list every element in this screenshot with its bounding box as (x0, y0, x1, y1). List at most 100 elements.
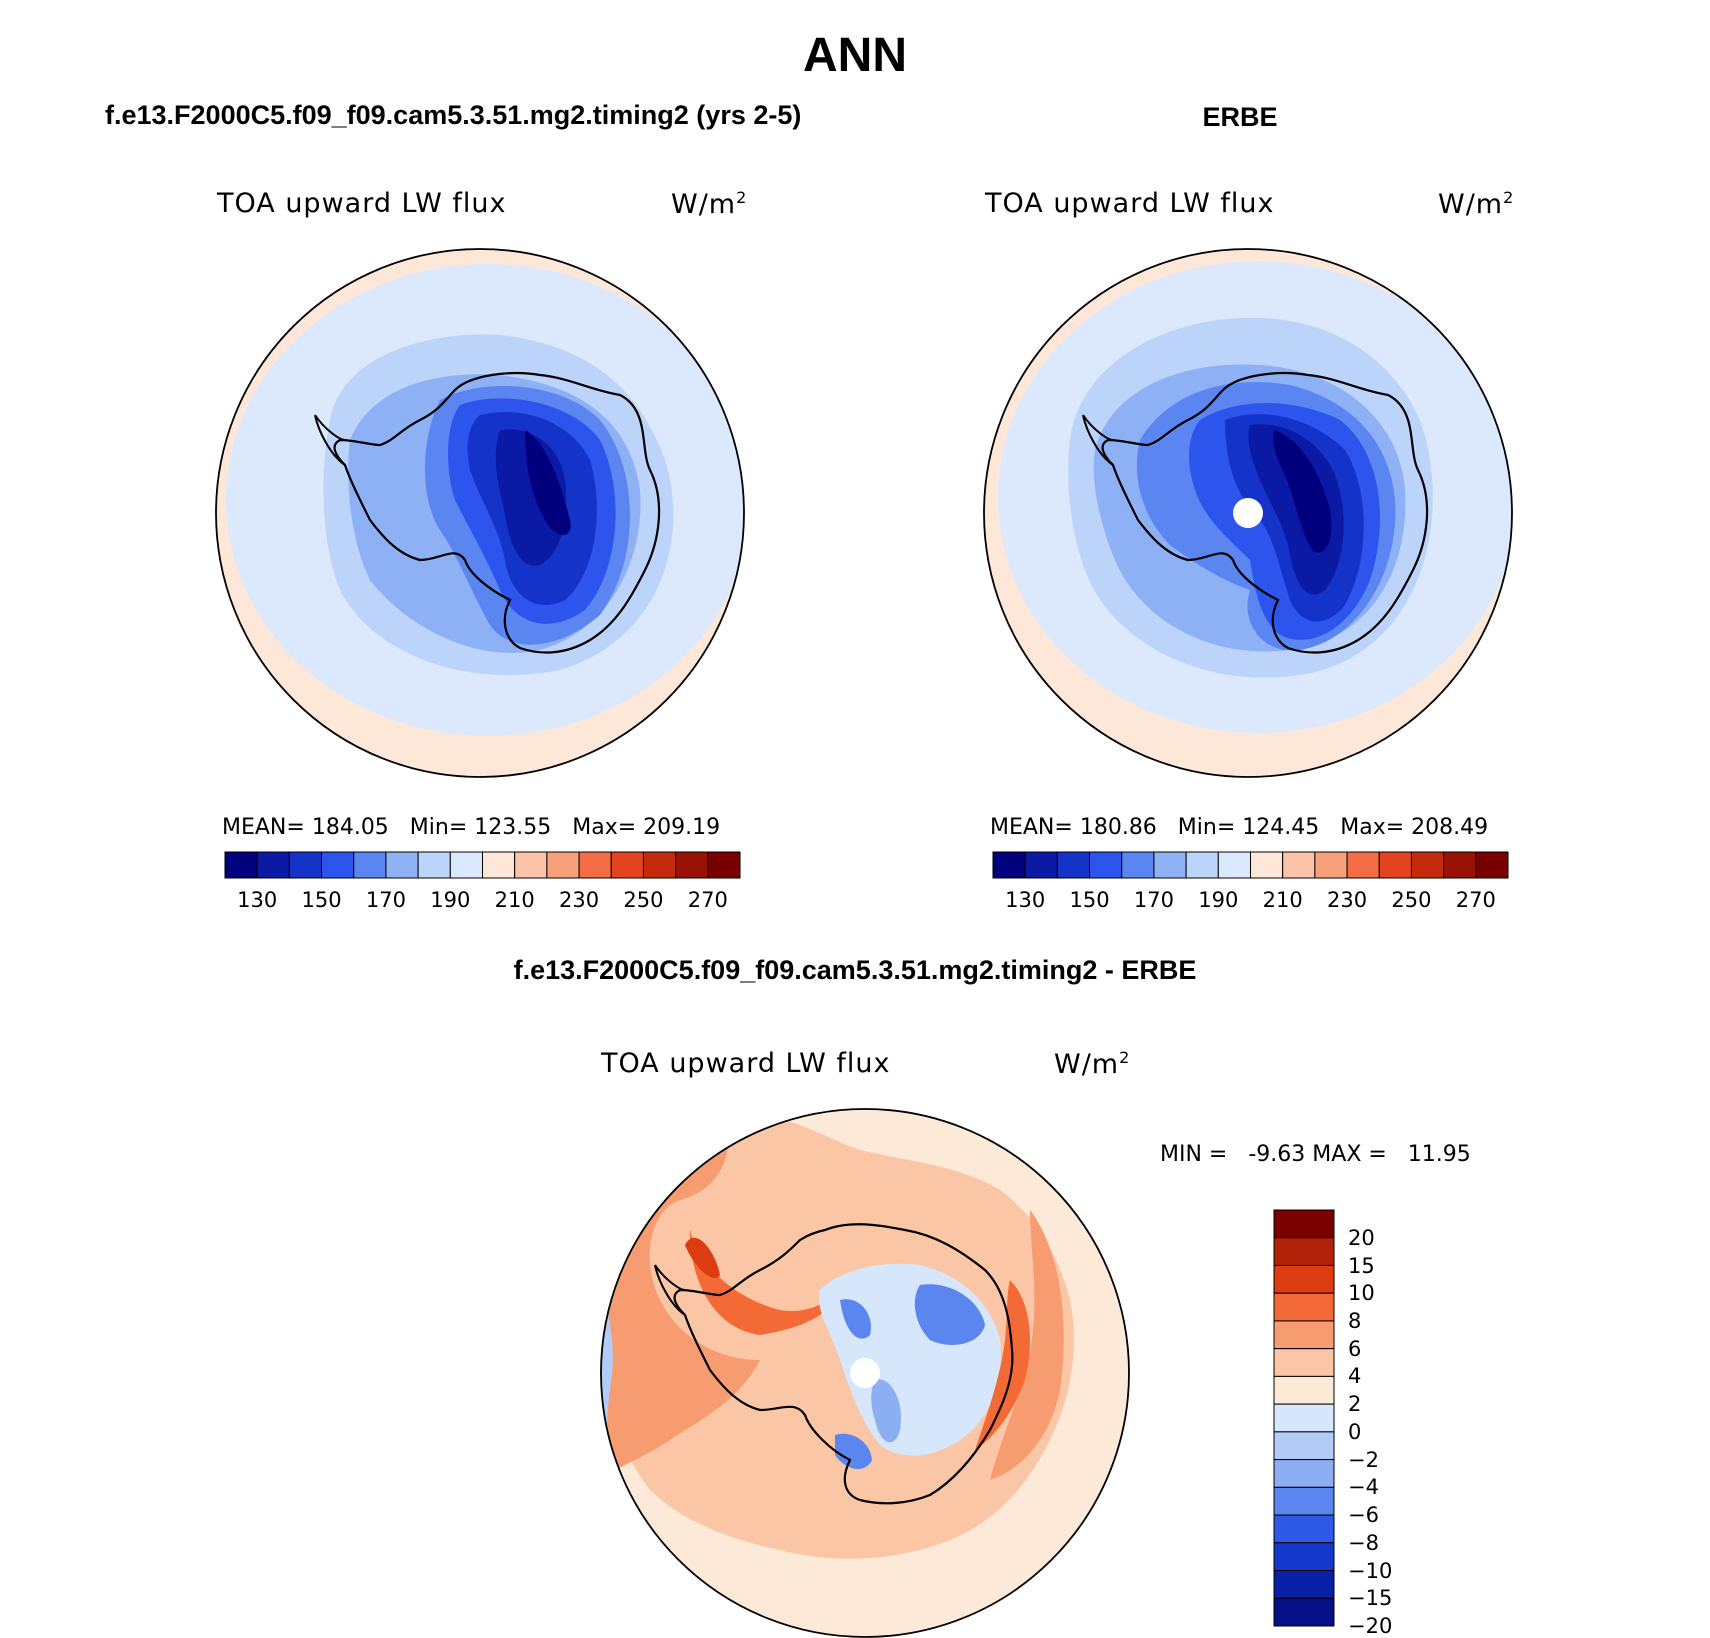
colorbar-model (224, 851, 741, 879)
colorbar-swatch (675, 851, 709, 879)
page-title: ANN (803, 29, 907, 82)
colorbar-swatch (321, 851, 355, 879)
panel-right-title: ERBE (1202, 102, 1278, 132)
diff-band-neg6-neg8-c (835, 1433, 872, 1470)
colorbar-swatch (992, 851, 1026, 879)
colorbar-tick-label: −6 (1348, 1503, 1379, 1528)
diff-band-4-6-east (990, 1210, 1064, 1480)
colorbar-swatch (417, 851, 451, 879)
colorbar-obs (992, 851, 1509, 879)
colorbar-tick-label: 210 (1262, 888, 1303, 912)
colorbar-swatch (1410, 851, 1445, 879)
colorbar-swatch (1273, 1542, 1335, 1572)
colorbar-tick-label: −2 (1348, 1447, 1379, 1472)
peninsula-coastline (314, 414, 346, 466)
colorbar-swatch (385, 851, 419, 879)
colorbar-tick-label: 15 (1348, 1253, 1375, 1278)
colorbar-tick-label: 250 (1391, 888, 1432, 912)
colorbar-model-labels: 130 150 170 190 210 230 250 270 (225, 888, 740, 914)
difference-title: f.e13.F2000C5.f09_f09.cam5.3.51.mg2.timi… (513, 955, 1197, 985)
diff-band-neg4-neg6 (871, 1379, 901, 1443)
colorbar-swatch (1273, 1570, 1335, 1599)
contour-band-120-130 (1273, 430, 1332, 553)
diff-band-neg6-neg8 (914, 1284, 985, 1345)
colorbar-swatch (1378, 851, 1412, 879)
colorbar-swatch (1121, 851, 1155, 879)
colorbar-swatch (1273, 1431, 1335, 1461)
colorbar-swatch (1443, 851, 1477, 879)
contour-band-120-130 (525, 430, 571, 535)
diff-band-6-8 (690, 1230, 840, 1335)
colorbar-tick-label: 270 (687, 888, 728, 912)
colorbar-tick-label: −10 (1348, 1558, 1393, 1583)
colorbar-swatch (1273, 1264, 1335, 1294)
colorbar-tick-label: 130 (237, 888, 278, 912)
peninsula-coastline (654, 1264, 686, 1316)
panel-left-variable: TOA upward LW flux (217, 188, 507, 219)
colorbar-tick-label: 2 (1348, 1392, 1362, 1417)
panel-left-units: W/m2 (671, 188, 748, 220)
colorbar-tick-label: 210 (494, 888, 535, 912)
colorbar-tick-label: 10 (1348, 1281, 1375, 1306)
pole-missing-data (1233, 498, 1263, 528)
colorbar-swatch (546, 851, 580, 879)
colorbar-swatch (1273, 1237, 1335, 1266)
antarctica-coastline (673, 1223, 1014, 1505)
colorbar-tick-label: 150 (1069, 888, 1110, 912)
colorbar-tick-label: 8 (1348, 1308, 1362, 1333)
diff-band-6-8-east (975, 1280, 1030, 1450)
antarctica-coastline (1101, 372, 1429, 654)
colorbar-swatch (1089, 851, 1123, 879)
panel-left-stats: MEAN= 184.05 Min= 123.55 Max= 209.19 (222, 815, 721, 840)
colorbar-tick-label: 270 (1455, 888, 1496, 912)
colorbar-tick-label: 170 (365, 888, 406, 912)
peninsula-coastline (1082, 414, 1114, 466)
colorbar-swatch (1273, 1375, 1335, 1405)
colorbar-tick-label: 6 (1348, 1336, 1362, 1361)
difference-units: W/m2 (1054, 1048, 1131, 1080)
colorbar-swatch (224, 851, 258, 879)
panel-right-stats: MEAN= 180.86 Min= 124.45 Max= 208.49 (990, 815, 1489, 840)
colorbar-swatch (256, 851, 290, 879)
colorbar-swatch (482, 851, 516, 879)
pole-missing-data (850, 1358, 880, 1388)
colorbar-tick-label: 170 (1133, 888, 1174, 912)
colorbar-swatch (514, 851, 548, 879)
colorbar-swatch (1185, 851, 1219, 879)
colorbar-tick-label: 20 (1348, 1225, 1375, 1250)
colorbar-swatch (1273, 1403, 1335, 1433)
colorbar-swatch (1273, 1209, 1335, 1239)
panel-right-variable: TOA upward LW flux (985, 188, 1275, 219)
map-obs-boundary (983, 248, 1513, 778)
colorbar-swatch (1273, 1597, 1335, 1627)
colorbar-tick-label: 150 (301, 888, 342, 912)
colorbar-swatch (1314, 851, 1348, 879)
colorbar-swatch (578, 851, 612, 879)
colorbar-swatch (1217, 851, 1251, 879)
colorbar-tick-label: 130 (1005, 888, 1046, 912)
colorbar-swatch (707, 851, 741, 879)
map-model-boundary (215, 248, 745, 778)
colorbar-swatch (1273, 1514, 1335, 1544)
colorbar-swatch (1056, 851, 1091, 879)
panel-left-title: f.e13.F2000C5.f09_f09.cam5.3.51.mg2.timi… (105, 100, 802, 130)
colorbar-swatch (1273, 1348, 1335, 1377)
colorbar-swatch (1282, 851, 1316, 879)
colorbar-tick-label: −8 (1348, 1530, 1379, 1555)
colorbar-swatch (1273, 1459, 1335, 1488)
colorbar-difference-labels: 20 15 10 8 6 4 2 0 −2 −4 −6 −8 −10 −15 −20 (1348, 1210, 1428, 1638)
colorbar-tick-label: −15 (1348, 1586, 1393, 1611)
panel-right-units: W/m2 (1438, 188, 1515, 220)
colorbar-swatch (1024, 851, 1058, 879)
difference-variable: TOA upward LW flux (601, 1048, 891, 1079)
colorbar-tick-label: 250 (623, 888, 664, 912)
colorbar-swatch (1346, 851, 1380, 879)
colorbar-swatch (1273, 1320, 1335, 1350)
colorbar-difference (1273, 1209, 1335, 1627)
colorbar-swatch (1273, 1292, 1335, 1322)
colorbar-tick-label: 190 (1198, 888, 1239, 912)
colorbar-tick-label: 230 (1327, 888, 1368, 912)
